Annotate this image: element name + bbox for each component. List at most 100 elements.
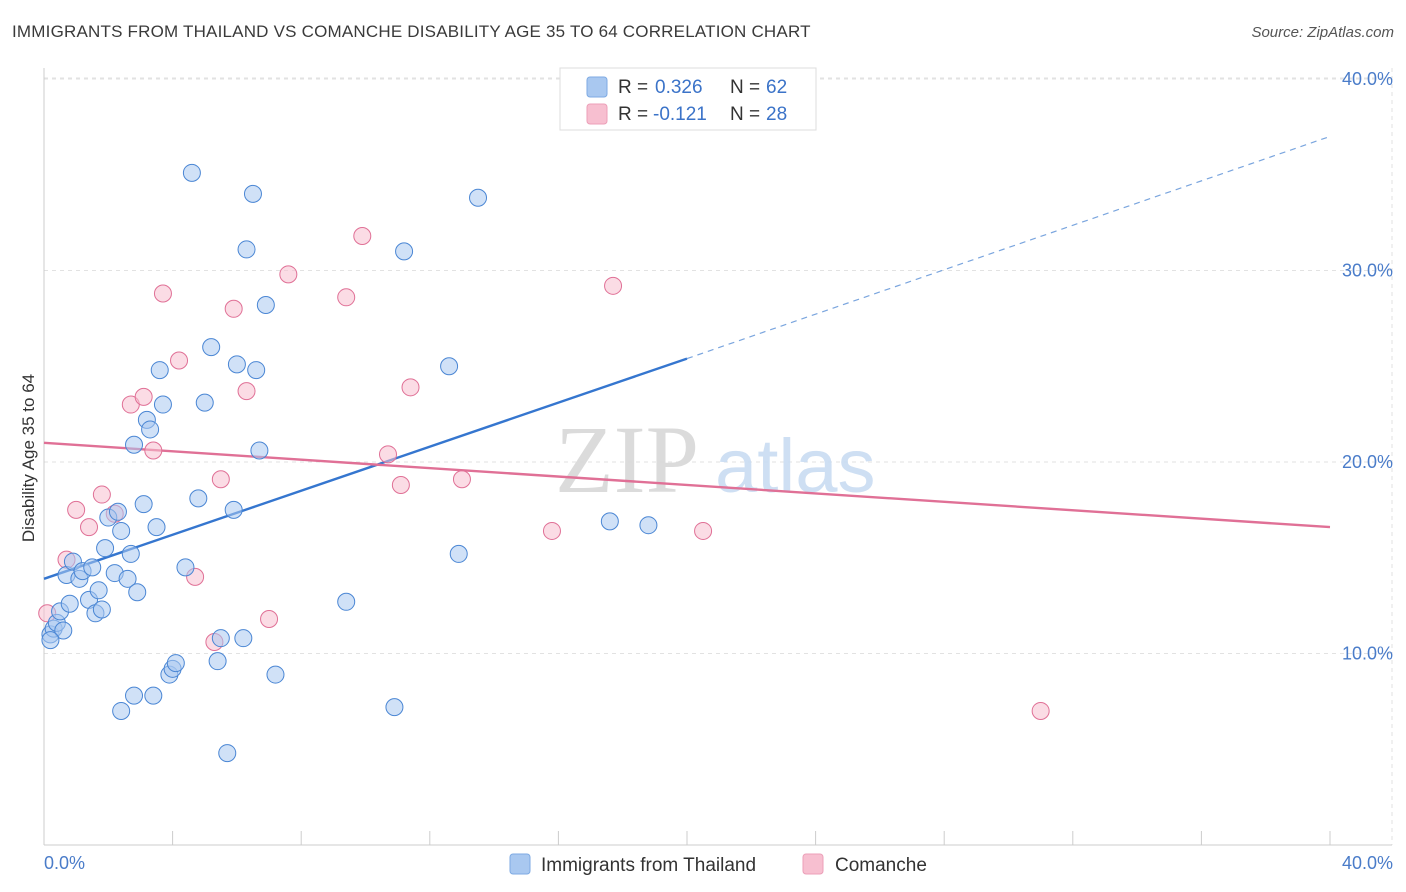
legend-n-value-2: 28 [766,104,787,125]
y-tick-label: 30.0% [1342,261,1393,281]
point-thailand [41,631,60,650]
point-thailand [202,338,221,357]
point-comanche [170,351,189,370]
chart-source: Source: ZipAtlas.com [1251,24,1394,41]
point-thailand [237,240,256,259]
tick-labels: 10.0% 20.0% 30.0% 40.0% 0.0% 40.0% [44,69,1393,873]
legend-r-label-2: R = [618,104,648,125]
point-thailand [208,652,227,671]
point-comanche [144,441,163,460]
point-comanche [92,485,111,504]
watermark: ZIP atlas [555,406,876,513]
point-thailand [256,295,275,314]
point-thailand [144,686,163,705]
bottom-legend: Immigrants from Thailand Comanche [509,853,927,876]
point-thailand [176,558,195,577]
y-tick-label: 20.0% [1342,452,1393,472]
point-comanche [353,227,372,246]
point-thailand [118,569,137,588]
point-comanche [542,521,561,540]
point-thailand [112,521,131,540]
point-thailand [385,698,404,717]
legend-n-label-1: N = [730,77,760,98]
x-tick-label-max: 40.0% [1342,853,1393,873]
point-comanche [391,475,410,494]
point-thailand [150,361,169,380]
point-comanche [279,265,298,284]
point-comanche [260,610,279,629]
legend-swatch-thailand [586,76,608,98]
point-thailand [166,654,185,673]
point-thailand [195,393,214,412]
point-comanche [211,470,230,489]
data-points [38,163,1050,763]
bottom-legend-swatch-comanche [802,853,824,875]
point-thailand [89,581,108,600]
point-comanche [67,500,86,519]
point-thailand [243,184,262,203]
point-comanche [604,276,623,295]
point-thailand [153,395,172,414]
point-thailand [128,583,147,602]
point-comanche [224,299,243,318]
point-thailand [141,420,160,439]
point-thailand [211,629,230,648]
point-thailand [125,686,144,705]
point-thailand [125,435,144,454]
legend-r-label-1: R = [618,77,648,98]
legend-n-value-1: 62 [766,77,787,98]
watermark-zip: ZIP [555,406,699,513]
point-thailand [112,701,131,720]
point-thailand [134,495,153,514]
trend-line-thailand [43,357,688,580]
point-thailand [83,558,102,577]
point-comanche [134,387,153,406]
point-comanche [237,382,256,401]
point-thailand [250,441,269,460]
point-thailand [639,516,658,535]
legend-r-value-1: 0.326 [655,77,703,98]
y-tick-label: 10.0% [1342,644,1393,664]
point-thailand [234,629,253,648]
point-thailand [147,518,166,537]
point-comanche [694,521,713,540]
x-tick-label-min: 0.0% [44,853,85,873]
trend-line-thailand-extension [686,135,1331,360]
point-thailand [440,357,459,376]
legend-swatch-comanche [586,103,608,125]
point-comanche [153,284,172,303]
point-thailand [121,544,140,563]
point-thailand [449,544,468,563]
point-thailand [247,361,266,380]
chart-title: IMMIGRANTS FROM THAILAND VS COMANCHE DIS… [12,22,811,41]
point-thailand [54,621,73,640]
point-thailand [395,242,414,261]
point-thailand [266,665,285,684]
point-thailand [600,512,619,531]
point-thailand [182,163,201,182]
point-thailand [189,489,208,508]
point-comanche [401,378,420,397]
point-thailand [60,594,79,613]
legend-n-label-2: N = [730,104,760,125]
bottom-legend-comanche: Comanche [835,855,927,876]
legend-box: R = 0.326 N = 62 R = -0.121 N = 28 [559,67,817,131]
point-thailand [218,744,237,763]
bottom-legend-thailand: Immigrants from Thailand [541,855,756,876]
point-thailand [108,502,127,521]
point-thailand [224,500,243,519]
point-comanche [452,470,471,489]
point-comanche [337,288,356,307]
legend-r-value-2: -0.121 [653,104,707,125]
point-thailand [96,539,115,558]
point-comanche [80,518,99,537]
point-thailand [227,355,246,374]
point-thailand [92,600,111,619]
point-comanche [379,445,398,464]
axes [43,68,1392,846]
point-comanche [1031,701,1050,720]
bottom-legend-swatch-thailand [509,853,531,875]
point-thailand [337,592,356,611]
y-tick-label: 40.0% [1342,69,1393,89]
